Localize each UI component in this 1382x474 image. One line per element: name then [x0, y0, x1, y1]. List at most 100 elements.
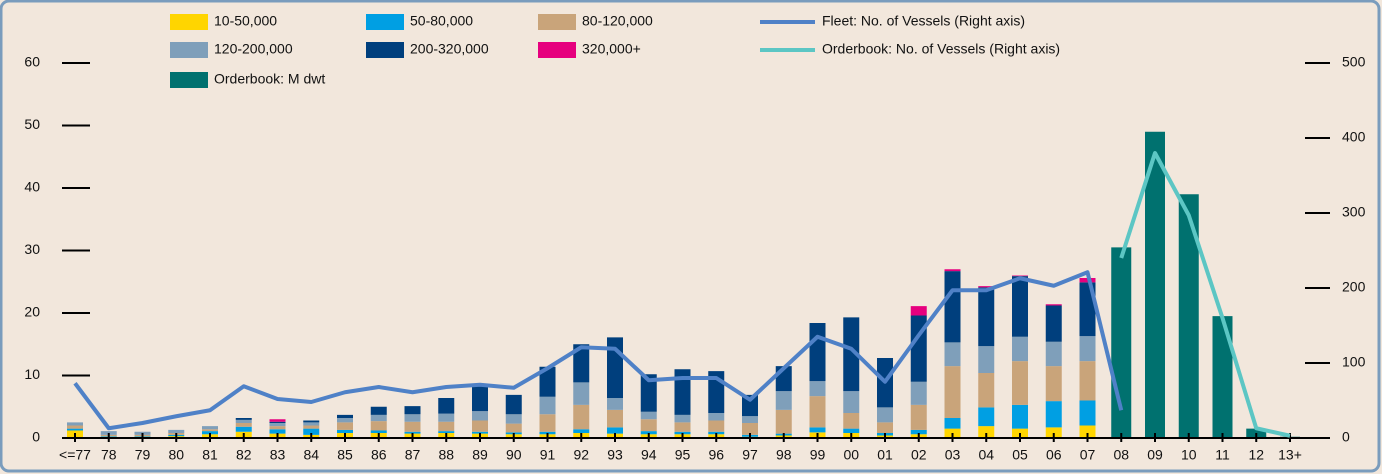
y-tick-label: 50	[24, 116, 40, 132]
x-tick-label: 03	[945, 447, 961, 463]
x-tick-label: 92	[573, 447, 589, 463]
bar-segment	[67, 425, 83, 429]
bar-segment	[1045, 305, 1062, 342]
bar-segment	[269, 426, 286, 430]
bar-segment	[674, 422, 691, 432]
bar-segment	[640, 431, 657, 435]
bar-segment	[1012, 275, 1028, 277]
bar-segment	[640, 411, 657, 420]
bar-segment	[1079, 400, 1096, 426]
legend-label: 200-320,000	[410, 41, 489, 57]
bar-segment	[505, 394, 522, 415]
bar-segment	[404, 421, 421, 432]
bar-segment	[910, 404, 927, 430]
x-tick-label: 82	[236, 447, 252, 463]
y-tick-label: 20	[24, 304, 40, 320]
legend-label: Orderbook: M dwt	[214, 71, 325, 87]
bar-segment	[843, 317, 860, 392]
bar-segment	[1045, 427, 1062, 438]
bar-segment	[303, 428, 320, 435]
bar-segment	[978, 407, 995, 427]
x-tick-label: 06	[1046, 447, 1062, 463]
bar-segment	[202, 431, 218, 435]
bar-segment	[640, 374, 657, 412]
x-tick-label: <=77	[59, 447, 91, 463]
bar-segment	[1045, 304, 1062, 306]
legend-swatch	[170, 72, 208, 88]
legend-swatch	[366, 14, 404, 30]
x-tick-label: 83	[270, 447, 286, 463]
bar-segment	[742, 416, 758, 423]
bar-segment	[269, 419, 286, 422]
bar-segment	[775, 409, 792, 434]
y-tick-label: 30	[24, 241, 40, 257]
bar-segment	[235, 419, 252, 423]
bar-segment	[370, 430, 387, 433]
bar-segment	[168, 429, 185, 433]
y-tick-label: 60	[24, 54, 40, 70]
bar-segment	[438, 421, 455, 432]
legend-swatch	[538, 42, 576, 58]
bar-segment	[978, 346, 995, 373]
bar-segment	[337, 422, 353, 430]
bar-segment	[202, 426, 218, 430]
x-tick-label: 95	[675, 447, 691, 463]
bar-segment	[877, 407, 893, 423]
bar-segment	[404, 406, 421, 415]
x-tick-label: 98	[776, 447, 792, 463]
legend-label: 320,000+	[582, 41, 641, 57]
bar-segment	[843, 428, 860, 433]
bar-segment	[539, 414, 556, 432]
bar-segment	[303, 420, 320, 423]
bar-segment	[742, 423, 758, 435]
y2-tick-label: 0	[1342, 429, 1350, 445]
x-tick-label: 91	[540, 447, 556, 463]
bar-segment	[269, 429, 286, 434]
legend-label: 50-80,000	[410, 13, 473, 29]
legend-label: 120-200,000	[214, 41, 293, 57]
x-tick-label: 12	[1248, 447, 1264, 463]
bar-segment	[910, 306, 927, 316]
line	[73, 270, 1124, 431]
bar-segment	[978, 286, 995, 288]
bar-segment	[404, 414, 421, 422]
legend-swatch	[170, 14, 208, 30]
bar-segment	[877, 422, 893, 433]
legend-swatch	[538, 14, 576, 30]
bar-segment	[573, 382, 590, 405]
bar-segment	[505, 414, 522, 424]
bar-segment	[370, 406, 387, 415]
y2-tick-label: 500	[1342, 54, 1366, 70]
x-tick-label: 01	[877, 447, 893, 463]
x-tick-label: 93	[607, 447, 623, 463]
bar	[1212, 316, 1233, 438]
x-tick-label: 08	[1113, 447, 1129, 463]
x-tick-label: 04	[978, 447, 994, 463]
bar-segment	[404, 431, 421, 434]
x-tick-label: 78	[101, 447, 117, 463]
bar-segment	[235, 423, 252, 427]
y-tick-label: 0	[32, 429, 40, 445]
bar-segment	[337, 429, 353, 433]
x-tick-label: 97	[742, 447, 758, 463]
x-tick-label: 79	[135, 447, 151, 463]
bar-segment	[202, 429, 218, 432]
bar-segment	[944, 269, 961, 272]
bar-segment	[67, 428, 83, 431]
bar-segment	[438, 398, 455, 414]
y2-tick-label: 100	[1342, 354, 1366, 370]
bar-segment	[1045, 341, 1062, 367]
x-tick-label: 07	[1080, 447, 1096, 463]
bar-segment	[944, 271, 961, 343]
x-tick-label: 80	[168, 447, 184, 463]
bar-segment	[809, 396, 826, 428]
bar-segment	[370, 421, 387, 431]
bar-segment	[1079, 336, 1096, 362]
x-tick-label: 02	[911, 447, 927, 463]
x-tick-label: 10	[1181, 447, 1197, 463]
x-tick-label: 86	[371, 447, 387, 463]
bar-segment	[607, 398, 623, 410]
x-tick-label: 89	[472, 447, 488, 463]
bar-segment	[303, 425, 320, 429]
